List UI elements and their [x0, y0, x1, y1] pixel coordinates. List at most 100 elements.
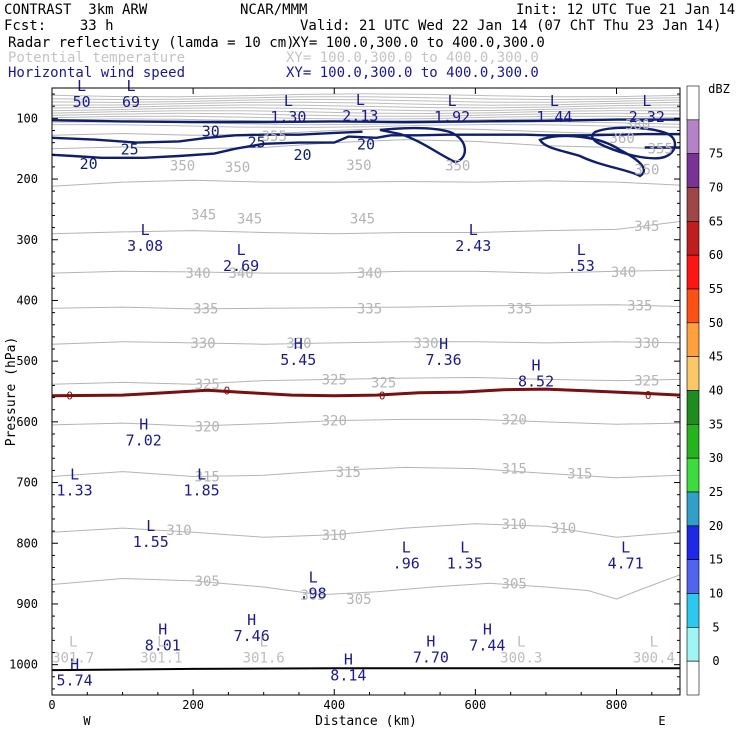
extremum-marker: H — [158, 620, 167, 638]
east-label: E — [658, 714, 665, 728]
theta-contour-label: 310 — [502, 517, 527, 533]
extremum-marker: L — [356, 91, 365, 109]
extremum-value: 1.44 — [536, 108, 572, 126]
extremum-value: 1.55 — [133, 533, 169, 551]
extremum-value: 1.92 — [434, 108, 470, 126]
theta-contour-label: 330 — [413, 336, 438, 352]
extremum-value: 2.69 — [223, 257, 259, 275]
extremum-value: .98 — [300, 585, 327, 603]
colorbar-label: 25 — [709, 485, 723, 499]
theta-contour-label: 350 — [225, 160, 250, 176]
theta-contour-label: 340 — [185, 266, 210, 282]
theta-contour-340 — [52, 269, 680, 274]
theta-contour-label: 350 — [634, 162, 659, 178]
extremum-value: 5.74 — [57, 672, 93, 690]
theta-contour-label: 380 — [625, 117, 650, 133]
colorbar-label: 45 — [709, 350, 723, 364]
theta-contour-label: 305 — [346, 592, 371, 608]
colorbar-swatch — [686, 187, 700, 222]
extremum-value: 1.35 — [447, 554, 483, 572]
theta-contour-315 — [52, 466, 680, 479]
theta-contour-upper — [52, 110, 680, 115]
colorbar-swatch — [686, 153, 700, 188]
colorbar-label: 5 — [712, 620, 719, 634]
extremum-marker: L — [621, 538, 630, 556]
extremum-value: 7.44 — [469, 636, 505, 654]
colorbar-label: 0 — [712, 654, 719, 668]
x-tick-label: 0 — [48, 698, 55, 712]
extremum-marker: L — [146, 517, 155, 535]
theta-contour-label: 335 — [507, 301, 532, 317]
extremum-marker: L — [577, 241, 586, 259]
theta-contour-upper — [52, 107, 680, 112]
theta-contour-label: 315 — [567, 466, 592, 482]
theta-contour-305 — [52, 574, 680, 600]
extremum-marker: L — [284, 92, 293, 110]
colorbar-label: 55 — [709, 282, 723, 296]
wind-contour-label: 20 — [80, 155, 98, 173]
theta-contour-label: 305 — [195, 574, 220, 590]
theta-extremum-marker: L — [69, 635, 77, 651]
wind-contour-label: 25 — [248, 134, 266, 152]
plot-frame — [51, 87, 681, 696]
y-tick-label: 600 — [16, 415, 38, 429]
extremum-marker: H — [70, 656, 79, 674]
x-tick-label: 800 — [606, 698, 628, 712]
theta-contour-label: 325 — [322, 372, 347, 388]
colorbar-label: 60 — [709, 248, 723, 262]
field-reflectivity-xy: XY= 100.0,300.0 to 400.0,300.0 — [292, 35, 545, 51]
theta-contour-300 — [52, 667, 680, 672]
extremum-marker: H — [426, 632, 435, 650]
extremum-value: 69 — [122, 93, 140, 111]
wind-contour-cell — [591, 126, 677, 160]
extremum-marker: L — [402, 538, 411, 556]
y-tick-label: 100 — [16, 111, 38, 125]
colorbar-unit: dBZ — [708, 82, 730, 96]
field-theta-xy: XY= 100.0,300.0 to 400.0,300.0 — [286, 50, 539, 66]
extremum-value: 1.33 — [57, 482, 93, 500]
y-tick-label: 500 — [16, 354, 38, 368]
extremum-marker: L — [77, 77, 86, 95]
extremum-marker: H — [294, 335, 303, 353]
theta-contour-label: 330 — [634, 336, 659, 352]
theta-contour-upper — [52, 115, 680, 120]
colorbar-swatch — [686, 593, 700, 628]
extremum-value: 8.14 — [330, 667, 366, 685]
colorbar-label: 70 — [709, 181, 723, 195]
theta-extremum-marker: L — [517, 635, 525, 651]
theta-contour-label: 335 — [627, 298, 652, 314]
x-tick-label: 200 — [182, 698, 204, 712]
theta-contour-upper — [52, 101, 680, 106]
y-axis-title: Pressure (hPa) — [4, 337, 19, 447]
theta-contour-label: 360 — [609, 131, 634, 147]
theta-contour-label: 320 — [502, 412, 527, 428]
wind-contour-label: 20 — [293, 146, 311, 164]
wind-contour-cell — [379, 126, 467, 164]
theta-contour-label: 355 — [648, 142, 673, 158]
colorbar-swatch — [686, 424, 700, 459]
extremum-value: 2.13 — [342, 107, 378, 125]
extremum-value: 3.08 — [127, 237, 163, 255]
extremum-marker: L — [469, 221, 478, 239]
colorbar-swatch — [686, 85, 700, 121]
theta-extremum-value: 301.7 — [52, 651, 94, 667]
theta-contour-label: 325 — [195, 377, 220, 393]
field-wind-name: Horizontal wind speed — [8, 65, 186, 81]
colorbar-label: 40 — [709, 384, 723, 398]
wind-contour-30 — [52, 118, 680, 124]
field-reflectivity-name: Radar reflectivity (lamda = 10 cm) — [8, 35, 295, 51]
theta-extremum-marker: L — [157, 635, 165, 651]
extremum-marker: L — [550, 92, 559, 110]
center-title: NCAR/MMM — [240, 2, 308, 18]
y-tick-label: 800 — [16, 536, 38, 550]
colorbar-label: 15 — [709, 553, 723, 567]
extremum-value: .96 — [393, 554, 420, 572]
colorbar-label: 10 — [709, 587, 723, 601]
theta-contour-label: 335 — [193, 301, 218, 317]
extremum-marker: L — [460, 538, 469, 556]
colorbar-label: 35 — [709, 417, 723, 431]
y-tick-label: 700 — [16, 476, 38, 490]
extremum-marker: H — [344, 651, 353, 669]
theta-extremum-value: 301.1 — [140, 651, 182, 667]
colorbar-swatch — [686, 119, 700, 154]
